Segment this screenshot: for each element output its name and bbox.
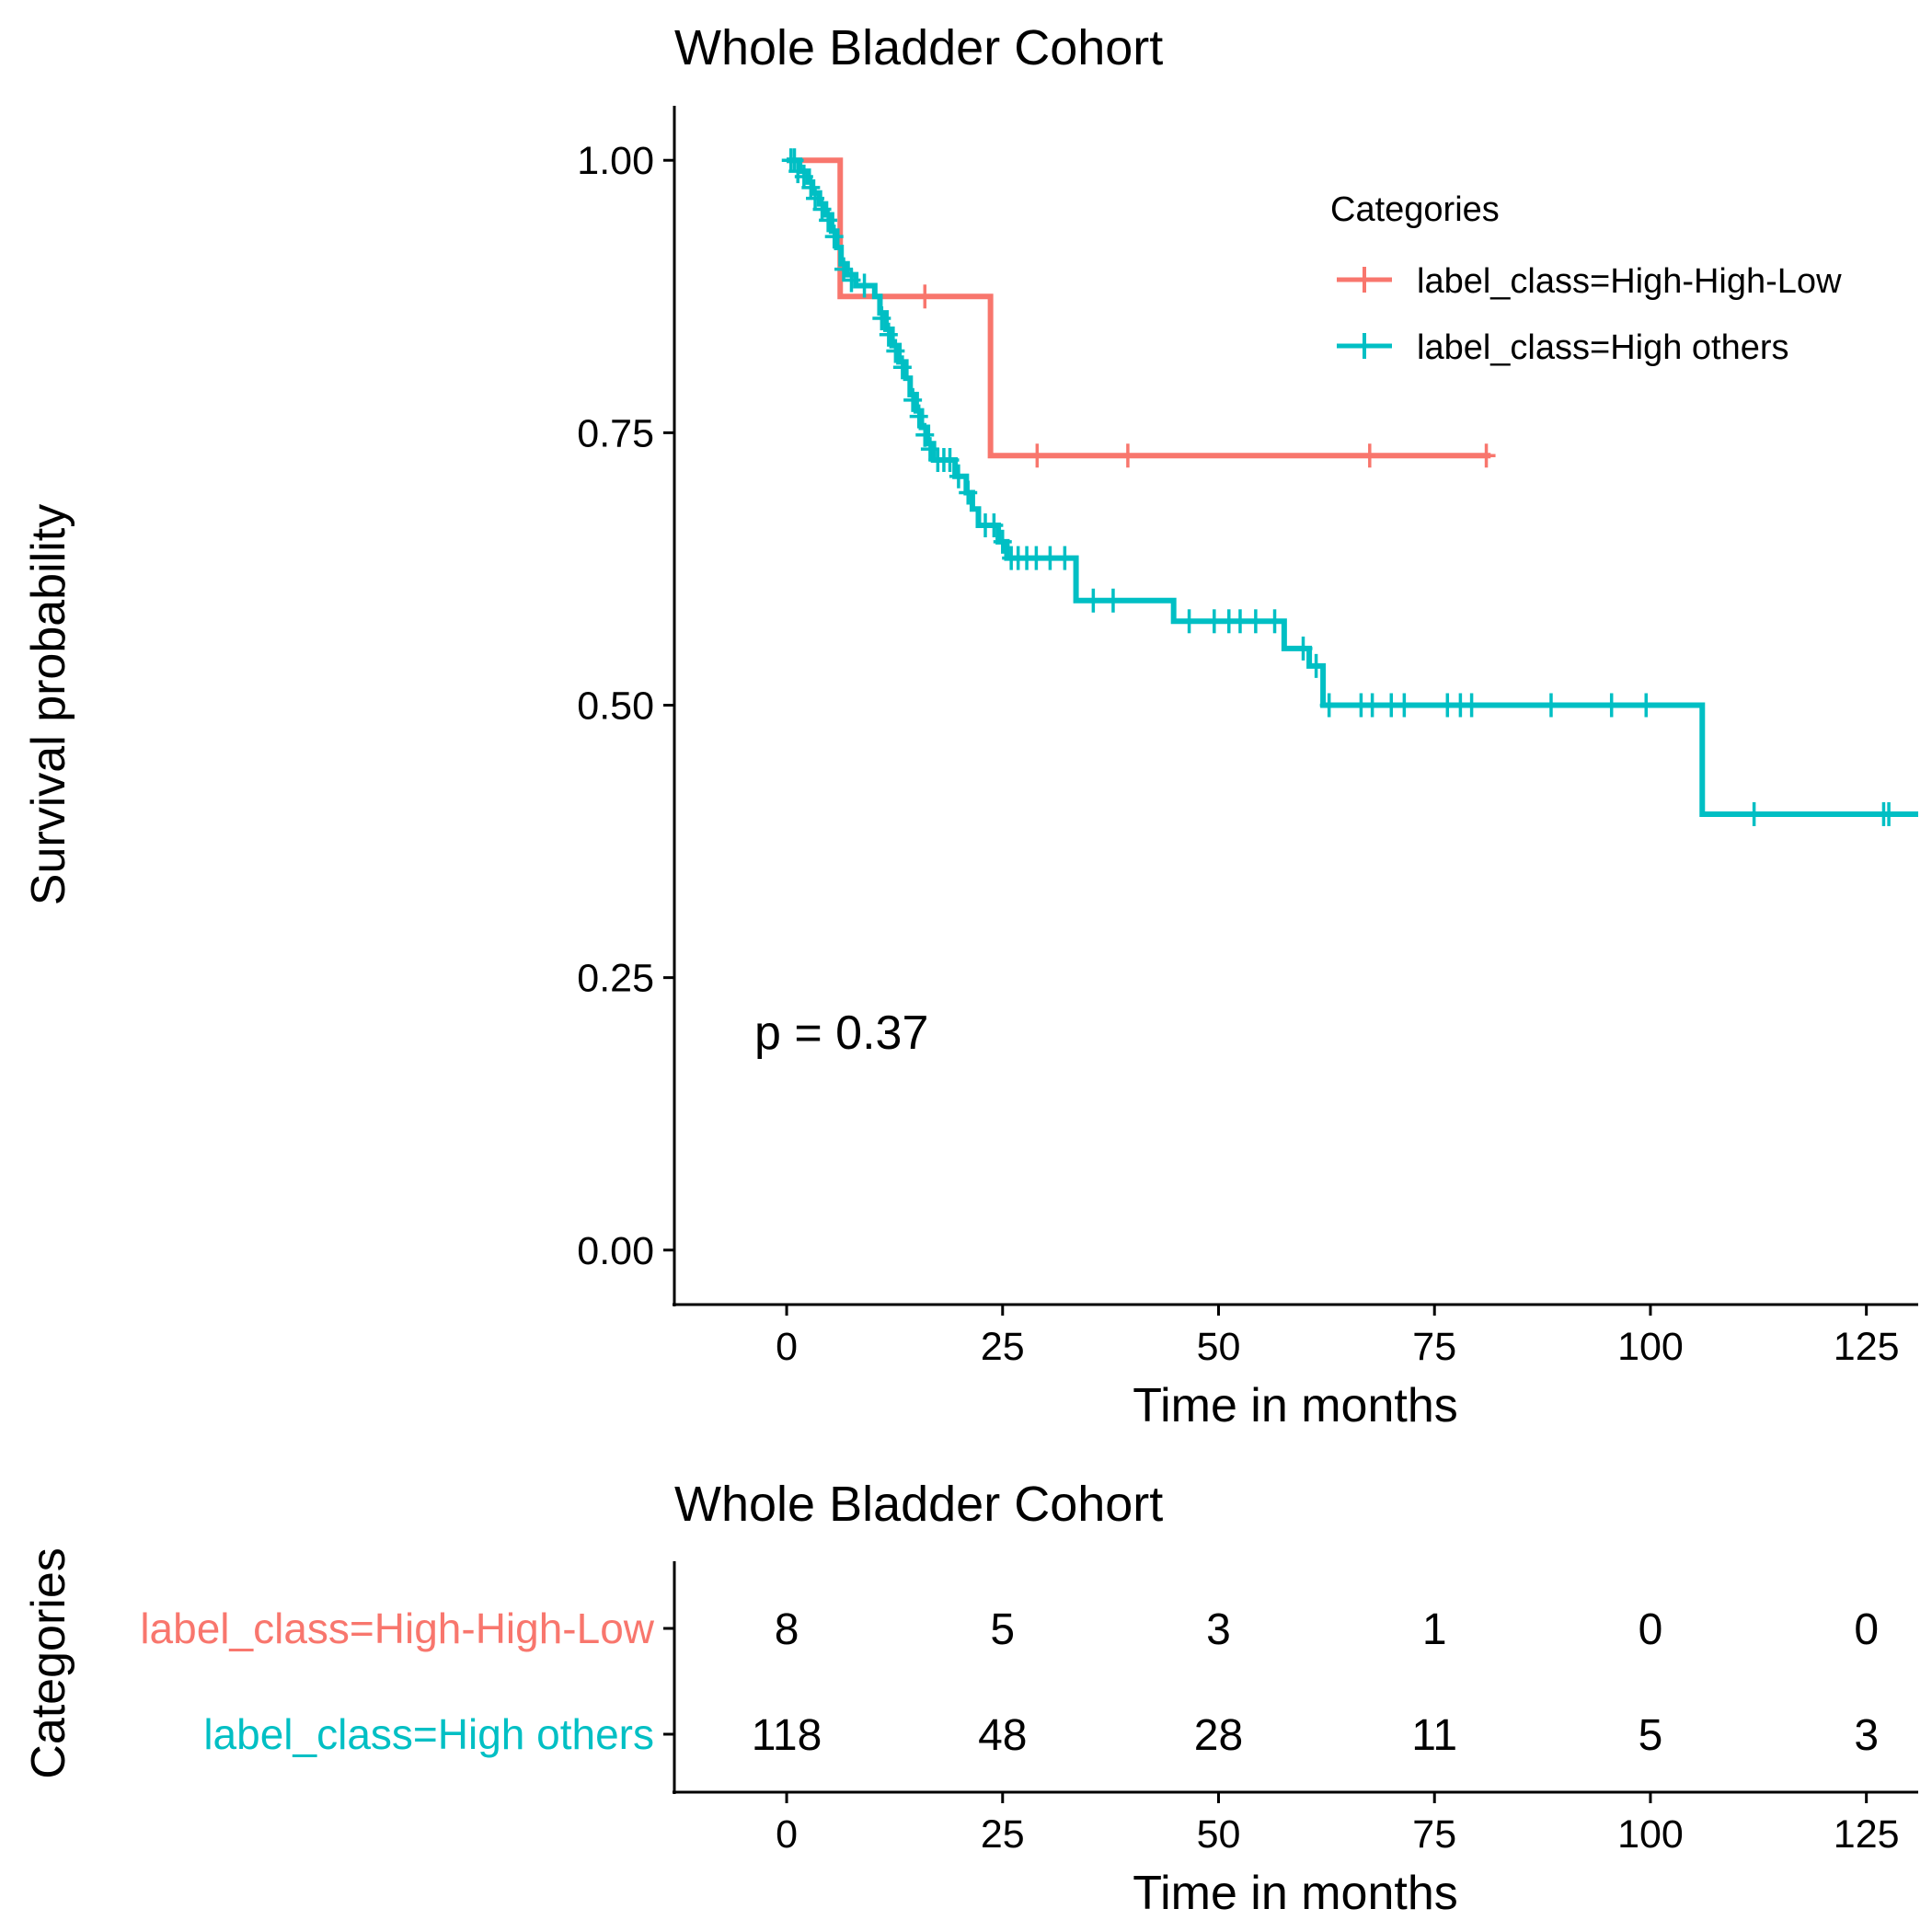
risk-x-tick-label: 100 (1617, 1812, 1684, 1857)
y-tick-label: 1.00 (577, 139, 654, 183)
legend-item-high-high-low: label_class=High-High-Low (1337, 262, 1842, 301)
risk-count-high-high-low: 1 (1422, 1605, 1447, 1654)
survival-curves (781, 148, 1918, 826)
y-tick-label: 0.00 (577, 1229, 654, 1273)
risk-table-rows: label_class=High-High-Low 8 5 3 1 0 0 label_cla… (140, 1604, 1879, 1760)
risk-count-high-high-low: 3 (1206, 1605, 1231, 1654)
risk-count-high-others: 5 (1639, 1711, 1663, 1760)
legend-item-high-others: label_class=High others (1337, 328, 1789, 367)
risk-row-label-high-others: label_class=High others (203, 1710, 654, 1758)
risk-count-high-high-low: 0 (1639, 1605, 1663, 1654)
x-tick-label: 0 (776, 1325, 798, 1369)
survival-curve-high-high-low (787, 157, 1491, 459)
risk-count-high-others: 118 (752, 1711, 822, 1760)
risk-count-high-others: 28 (1194, 1711, 1243, 1760)
x-tick-label: 50 (1197, 1325, 1241, 1369)
x-tick-label: 100 (1617, 1325, 1684, 1369)
chart-title: Whole Bladder Cohort (674, 20, 1163, 75)
legend: Categories label_class=High-High-Low lab… (1330, 190, 1842, 367)
y-axis-ticks: 0.00 0.25 0.50 0.75 1.00 (577, 139, 674, 1273)
risk-table: label_class=High-High-Low 8 5 3 1 0 0label_cla… (140, 1561, 1918, 1857)
legend-title: Categories (1330, 190, 1500, 229)
y-tick-label: 0.75 (577, 411, 654, 455)
risk-row-label-high-high-low: label_class=High-High-Low (140, 1604, 654, 1652)
risk-count-high-others: 11 (1411, 1711, 1457, 1760)
legend-label-high-others: label_class=High others (1417, 328, 1789, 367)
risk-count-high-others: 3 (1854, 1711, 1879, 1760)
x-axis-label: Time in months (1133, 1379, 1458, 1432)
risk-x-axis-ticks: 0 25 50 75 100 125 (776, 1792, 1900, 1857)
y-tick-label: 0.50 (577, 684, 654, 729)
legend-label-high-high-low: label_class=High-High-Low (1417, 262, 1842, 301)
risk-x-tick-label: 75 (1412, 1812, 1456, 1857)
risk-x-tick-label: 25 (981, 1812, 1025, 1857)
risk-table-title: Whole Bladder Cohort (674, 1477, 1163, 1532)
p-value-annotation: p = 0.37 (754, 1006, 928, 1060)
risk-count-high-high-low: 8 (775, 1605, 799, 1654)
x-tick-label: 125 (1834, 1325, 1900, 1369)
risk-x-tick-label: 0 (776, 1812, 798, 1857)
y-tick-label: 0.25 (577, 957, 654, 1001)
risk-count-high-others: 48 (978, 1711, 1027, 1760)
x-tick-label: 75 (1412, 1325, 1456, 1369)
risk-x-tick-label: 125 (1834, 1812, 1900, 1857)
survival-curve-high-others (787, 157, 1918, 817)
risk-x-axis-label: Time in months (1133, 1867, 1458, 1920)
risk-count-high-high-low: 0 (1854, 1605, 1879, 1654)
x-tick-label: 25 (981, 1325, 1025, 1369)
y-axis-label: Survival probability (22, 504, 75, 905)
risk-x-tick-label: 50 (1197, 1812, 1241, 1857)
risk-y-axis-label: Categories (22, 1547, 75, 1778)
km-plot-area: 0.00 0.25 0.50 0.75 1.00 0 25 50 75 100 125 p = 0… (577, 106, 1918, 1369)
x-axis-ticks: 0 25 50 75 100 125 (776, 1305, 1900, 1369)
risk-count-high-high-low: 5 (990, 1605, 1015, 1654)
